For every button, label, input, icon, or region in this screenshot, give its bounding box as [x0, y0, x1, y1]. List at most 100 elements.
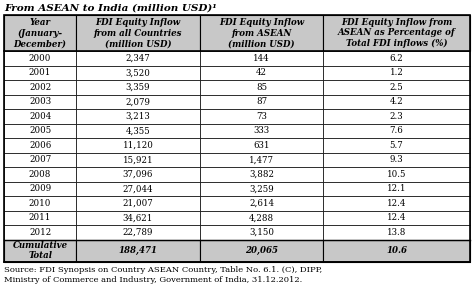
Bar	[323, 167, 470, 182]
Bar	[200, 95, 323, 109]
Text: 4,288: 4,288	[249, 213, 274, 222]
Text: 12.4: 12.4	[387, 213, 406, 222]
Text: 2,079: 2,079	[126, 97, 150, 106]
Bar	[323, 15, 470, 51]
Bar	[323, 196, 470, 210]
Bar	[200, 153, 323, 167]
Bar	[200, 138, 323, 153]
Bar	[200, 167, 323, 182]
Text: 3,213: 3,213	[126, 112, 150, 121]
Text: 188,471: 188,471	[118, 246, 157, 255]
Text: 10.5: 10.5	[387, 170, 406, 179]
Bar	[4, 51, 76, 66]
Text: 5.7: 5.7	[390, 141, 403, 150]
Text: Ministry of Commerce and Industry, Government of India, 31.12.2012.: Ministry of Commerce and Industry, Gover…	[4, 275, 302, 284]
Bar	[76, 66, 200, 80]
Bar	[4, 95, 76, 109]
Text: 22,789: 22,789	[123, 228, 153, 237]
Bar	[4, 123, 76, 138]
Text: 10.6: 10.6	[386, 246, 407, 255]
Text: 3,359: 3,359	[126, 83, 150, 92]
Text: FDI Equity Inflow from
ASEAN as Percentage of
Total FDI inflows (%): FDI Equity Inflow from ASEAN as Percenta…	[338, 18, 456, 48]
Text: 631: 631	[253, 141, 270, 150]
Bar	[200, 240, 323, 262]
Text: 73: 73	[256, 112, 267, 121]
Text: 1,477: 1,477	[249, 155, 274, 164]
Text: 2.3: 2.3	[390, 112, 403, 121]
Bar	[200, 210, 323, 225]
Bar	[76, 138, 200, 153]
Text: 2007: 2007	[29, 155, 51, 164]
Bar	[4, 182, 76, 196]
Text: 2012: 2012	[29, 228, 51, 237]
Bar	[76, 109, 200, 123]
Text: 4,355: 4,355	[126, 126, 150, 135]
Text: 144: 144	[253, 54, 270, 63]
Bar	[76, 196, 200, 210]
Bar	[76, 240, 200, 262]
Text: 2003: 2003	[29, 97, 51, 106]
Text: 6.2: 6.2	[390, 54, 403, 63]
Text: 4.2: 4.2	[390, 97, 403, 106]
Text: 15,921: 15,921	[123, 155, 153, 164]
Text: 2004: 2004	[29, 112, 51, 121]
Bar	[323, 109, 470, 123]
Text: 27,044: 27,044	[123, 184, 153, 193]
Text: 20,065: 20,065	[245, 246, 278, 255]
Text: 13.8: 13.8	[387, 228, 406, 237]
Bar	[76, 225, 200, 240]
Text: FDI Equity Inflow
from all Countries
(million USD): FDI Equity Inflow from all Countries (mi…	[94, 18, 182, 48]
Bar	[4, 225, 76, 240]
Text: 42: 42	[256, 68, 267, 77]
Bar	[76, 15, 200, 51]
Bar	[200, 51, 323, 66]
Bar	[200, 123, 323, 138]
Bar	[76, 95, 200, 109]
Bar	[4, 15, 76, 51]
Text: Cumulative
Total: Cumulative Total	[12, 240, 68, 260]
Text: 9.3: 9.3	[390, 155, 403, 164]
Bar	[323, 153, 470, 167]
Text: 37,096: 37,096	[123, 170, 153, 179]
Text: 2000: 2000	[29, 54, 51, 63]
Text: Year
(January-
December): Year (January- December)	[14, 18, 67, 48]
Text: 2005: 2005	[29, 126, 51, 135]
Bar	[200, 182, 323, 196]
Bar	[4, 153, 76, 167]
Text: 7.6: 7.6	[390, 126, 403, 135]
Bar	[4, 210, 76, 225]
Text: 11,120: 11,120	[123, 141, 154, 150]
Bar	[323, 240, 470, 262]
Bar	[4, 15, 470, 262]
Bar	[76, 167, 200, 182]
Bar	[323, 225, 470, 240]
Bar	[200, 109, 323, 123]
Bar	[200, 225, 323, 240]
Bar	[4, 167, 76, 182]
Bar	[4, 240, 76, 262]
Text: 333: 333	[254, 126, 270, 135]
Text: 12.1: 12.1	[387, 184, 406, 193]
Text: 3,882: 3,882	[249, 170, 274, 179]
Text: 2010: 2010	[29, 199, 51, 208]
Text: 21,007: 21,007	[123, 199, 154, 208]
Text: 12.4: 12.4	[387, 199, 406, 208]
Bar	[323, 182, 470, 196]
Text: 2008: 2008	[29, 170, 51, 179]
Text: 87: 87	[256, 97, 267, 106]
Bar	[200, 15, 323, 51]
Text: 2002: 2002	[29, 83, 51, 92]
Bar	[323, 123, 470, 138]
Bar	[4, 80, 76, 95]
Bar	[323, 95, 470, 109]
Text: 85: 85	[256, 83, 267, 92]
Text: FDI Equity Inflow
from ASEAN
(million USD): FDI Equity Inflow from ASEAN (million US…	[219, 18, 304, 48]
Bar	[4, 196, 76, 210]
Bar	[200, 66, 323, 80]
Bar	[76, 80, 200, 95]
Text: 34,621: 34,621	[123, 213, 153, 222]
Text: 2.5: 2.5	[390, 83, 403, 92]
Text: 2,347: 2,347	[126, 54, 150, 63]
Bar	[76, 153, 200, 167]
Bar	[200, 196, 323, 210]
